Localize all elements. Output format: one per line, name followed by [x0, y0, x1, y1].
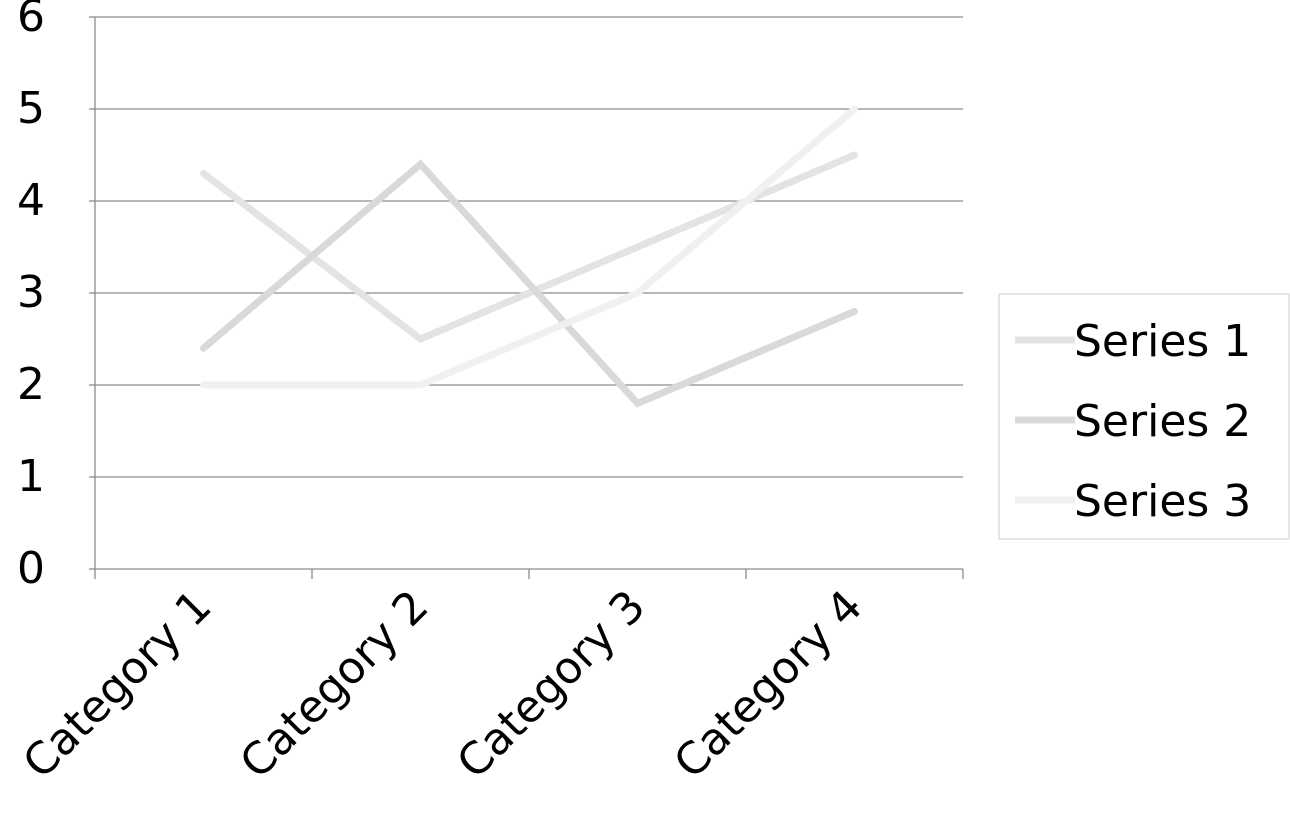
axes: [89, 16, 964, 579]
series-line-1: [200, 151, 858, 344]
y-tick-label: 0: [17, 543, 45, 594]
y-tick-label: 3: [17, 267, 45, 318]
legend: Series 1 Series 2 Series 3: [998, 293, 1290, 540]
y-tick-label: 1: [17, 451, 45, 502]
y-tick-label: 4: [17, 175, 45, 226]
x-tick-label: Category 3: [447, 581, 655, 789]
gridlines: [95, 16, 963, 478]
x-tick-label: Category 1: [13, 581, 221, 789]
series-line-2: [200, 159, 858, 408]
y-axis-tick-labels: 0 1 2 3 4 5 6: [17, 0, 45, 594]
legend-label-2: Series 2: [1074, 396, 1251, 447]
series-line-3: [200, 105, 858, 389]
y-tick-label: 6: [17, 0, 45, 42]
x-axis-tick-labels: Category 1 Category 2 Category 3 Category 4: [13, 581, 872, 789]
legend-label-1: Series 1: [1074, 316, 1251, 367]
x-tick-label: Category 4: [664, 581, 872, 789]
y-tick-label: 2: [17, 359, 45, 410]
x-tick-label: Category 2: [230, 581, 438, 789]
series-lines: [200, 105, 858, 408]
y-tick-label: 5: [17, 83, 45, 134]
legend-label-3: Series 3: [1074, 476, 1251, 527]
